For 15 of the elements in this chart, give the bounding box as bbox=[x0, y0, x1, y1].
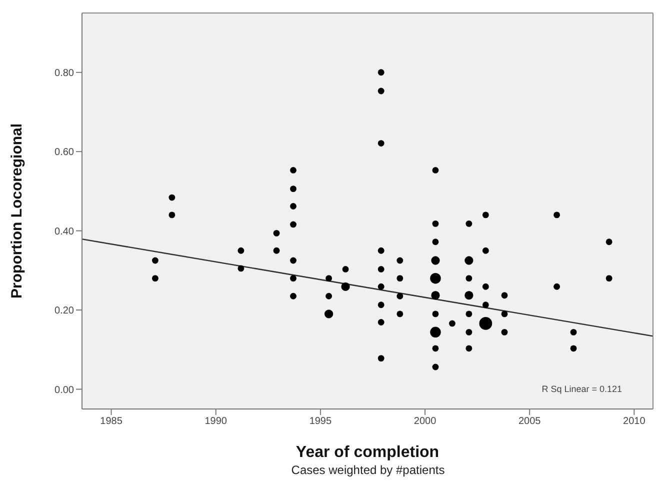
x-tick-label: 2010 bbox=[623, 416, 646, 428]
y-tick-label: 0.60 bbox=[54, 147, 74, 158]
y-tick-label: 0.20 bbox=[54, 306, 74, 317]
x-axis-title: Year of completion bbox=[296, 444, 440, 461]
annotation: R Sq Linear = 0.121 bbox=[542, 384, 622, 394]
x-tick-label: 2000 bbox=[414, 416, 437, 428]
x-tick-label: 2005 bbox=[518, 416, 542, 428]
x-tick-label: 1990 bbox=[204, 416, 228, 428]
y-tick-label: 0.00 bbox=[54, 384, 74, 396]
text: Cases weighted by #patients bbox=[290, 463, 446, 477]
y-tick-label: 0.40 bbox=[54, 226, 74, 238]
x-tick-label: 1985 bbox=[100, 416, 123, 428]
y-tick-label: 0.80 bbox=[54, 68, 74, 79]
y-axis-title: Proportion Locoregional bbox=[8, 124, 26, 298]
x-tick-label: 1995 bbox=[309, 416, 332, 428]
